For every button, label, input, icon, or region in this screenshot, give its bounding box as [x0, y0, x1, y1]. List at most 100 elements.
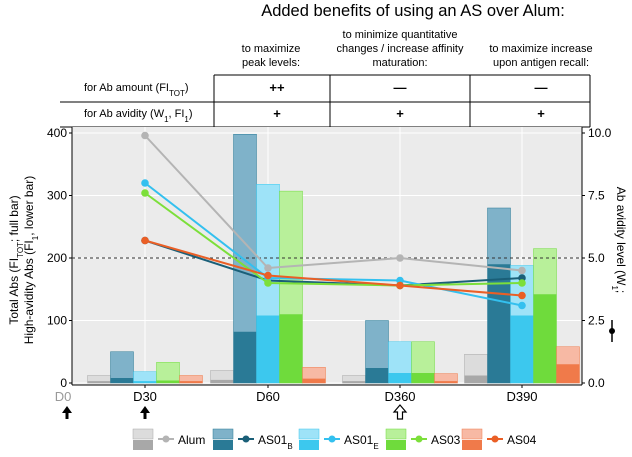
legend-swatch-total-AS01B: [212, 428, 234, 440]
table-cell-r2-c1: +: [273, 106, 281, 121]
y-axis-right: 0.0 2.5 5.0 7.5 10.0: [581, 126, 612, 390]
bar-total-AS03-D30: [156, 362, 180, 384]
avidity-line-AS01E: [144, 182, 523, 307]
y-tick-label-right-10.0: 10.0: [588, 126, 612, 140]
bar-high-AS01B-D30: [110, 378, 134, 383]
x-tick-label-D0: D0: [55, 389, 72, 404]
column-header-1-line-1: to maximize: [242, 43, 301, 55]
column-header-2-line-3: maturation:: [372, 57, 427, 69]
table-cell-r2-c2: +: [396, 106, 404, 121]
avidity-point-Alum-0: [141, 131, 149, 140]
avidity-point-AS04-1: [264, 271, 272, 280]
bar-high-AS01B-D390: [487, 264, 511, 383]
benefit-table: to maximize peak levels: to minimize quant…: [60, 29, 593, 128]
bar-high-AS01E-D30: [133, 381, 157, 383]
y-axis-right-title: Ab avidity level (W1;: [611, 187, 629, 294]
legend-swatch-total-AS03: [385, 428, 407, 440]
bar-high-Alum-D390: [464, 375, 488, 383]
bar-high-AS03-D60: [279, 314, 303, 383]
avidity-line-Alum: [144, 134, 523, 272]
bar-high-AS01E-D390: [510, 315, 534, 383]
avidity-point-AS01E-3: [518, 301, 526, 310]
avidity-line-AS04: [144, 239, 523, 297]
bar-high-AS01B-D60: [233, 331, 257, 383]
avidity-lines-layer: [141, 131, 526, 310]
bar-high-AS04-D30: [179, 381, 203, 383]
avidity-point-AS03-0: [141, 189, 149, 197]
bar-high-AS01B-D360: [365, 368, 389, 383]
bar-high-AS01E-D360: [388, 373, 412, 383]
avidity-point-AS03-3: [518, 279, 526, 287]
column-header-3-line-2: upon antigen recall:: [493, 57, 589, 69]
y-tick-label-left-300: 300: [47, 189, 67, 203]
y-tick-label-left-0: 0: [60, 376, 67, 390]
legend-point-AS01E: [328, 435, 336, 443]
y-axis-left-title-line-2: High-avidity Abs (FI1, lower bar): [22, 176, 40, 345]
arrow-D0: [62, 406, 72, 419]
y-tick-label-left-200: 200: [47, 251, 67, 265]
legend-label-AS03: AS03: [431, 433, 461, 447]
y-tick-label-right-2.5: 2.5: [588, 314, 605, 328]
column-header-2-line-1: to minimize quantitative: [343, 29, 458, 41]
bar-high-AS03-D360: [411, 373, 435, 383]
x-tick-label-D60: D60: [256, 389, 280, 404]
y-axis-left-title-line-1: Total Abs (FITOT; full bar): [7, 195, 25, 324]
column-header-3-line-1: to maximize increase: [489, 43, 592, 55]
legend-swatch-high-AS04: [462, 440, 482, 450]
legend-point-Alum: [162, 435, 170, 443]
x-axis: D0 D30 D60 D360 D390: [55, 384, 582, 404]
avidity-point-AS04-2: [396, 281, 404, 290]
legend: Alum AS01B AS01E AS03 AS04: [132, 428, 537, 451]
axis-titles: Total Abs (FITOT; full bar)High-avidity …: [7, 176, 628, 345]
avidity-point-Alum-3: [518, 266, 526, 275]
bar-high-Alum-D30: [87, 381, 111, 383]
table-cell-r2-c3: +: [537, 106, 545, 121]
chart-title: Added benefits of using an AS over Alum:: [261, 2, 565, 20]
legend-swatch-high-AS03: [386, 440, 406, 450]
y-axis-right-title-glyph-point: [609, 328, 615, 334]
avidity-point-AS04-3: [518, 291, 526, 300]
legend-swatch-high-AS01B: [213, 440, 233, 450]
avidity-line-AS03: [144, 192, 523, 287]
avidity-point-AS01E-0: [141, 179, 149, 187]
bar-high-AS03-D30: [156, 380, 180, 383]
avidity-line-AS01B: [144, 239, 523, 287]
column-header-2-line-2: changes / increase affinity: [337, 43, 464, 55]
legend-point-AS04: [491, 435, 499, 443]
legend-swatch-high-Alum: [133, 440, 153, 450]
y-tick-label-right-0.0: 0.0: [588, 376, 605, 390]
avidity-point-Alum-2: [396, 254, 404, 262]
legend-label-AS01B: AS01B: [258, 433, 293, 451]
legend-label-AS04: AS04: [507, 433, 537, 447]
legend-point-AS03: [415, 435, 423, 443]
bar-high-AS04-D360: [434, 381, 458, 383]
table-cell-r1-c1: ++: [269, 80, 285, 95]
avidity-point-Alum-1: [264, 264, 272, 272]
x-tick-label-D30: D30: [133, 389, 157, 404]
bar-high-Alum-D60: [210, 379, 234, 383]
legend-swatch-total-Alum: [132, 428, 154, 440]
avidity-point-AS03-1: [264, 279, 272, 287]
arrow-D360: [392, 404, 408, 420]
legend-point-AS01B: [242, 435, 250, 443]
x-tick-label-D390: D390: [506, 389, 537, 404]
y-tick-label-left-400: 400: [47, 126, 67, 140]
bar-high-AS03-D390: [533, 294, 557, 383]
bar-high-AS04-D390: [556, 364, 580, 383]
legend-swatch-high-AS01E: [299, 440, 319, 450]
legend-swatch-total-AS04: [461, 428, 483, 440]
table-cell-r1-c3: —: [535, 80, 548, 95]
table-row-label-2: for Ab avidity (W1, FI1): [84, 108, 193, 124]
y-tick-label-right-7.5: 7.5: [588, 189, 605, 203]
bar-high-AS01E-D60: [256, 315, 280, 383]
y-tick-label-right-5.0: 5.0: [588, 251, 605, 265]
bar-high-Alum-D360: [342, 381, 366, 383]
y-tick-label-left-100: 100: [47, 314, 67, 328]
legend-swatch-total-AS01E: [298, 428, 320, 440]
table-cell-r1-c2: —: [394, 80, 407, 95]
arrow-D30: [140, 406, 150, 419]
column-header-1-line-2: peak levels:: [242, 57, 300, 69]
bar-high-AS04-D60: [302, 378, 326, 383]
